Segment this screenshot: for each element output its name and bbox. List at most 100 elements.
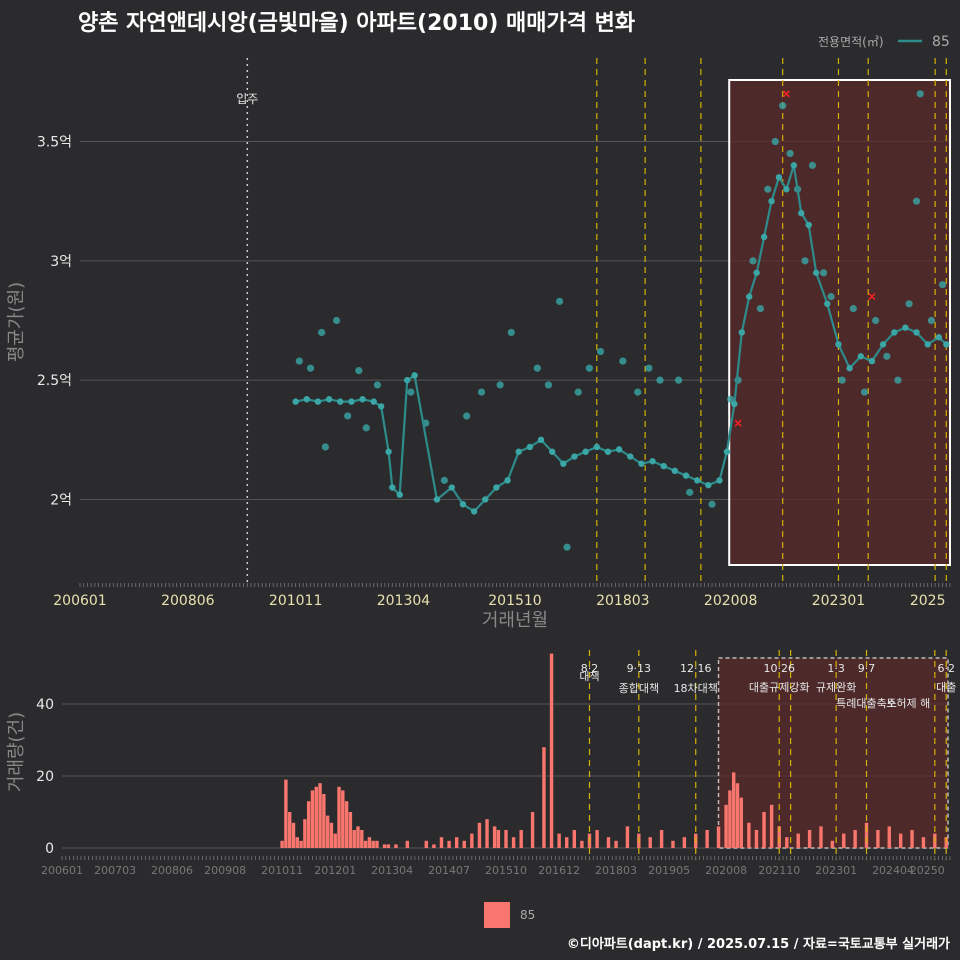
price-point (775, 174, 783, 181)
bottom-legend-swatch (484, 902, 510, 928)
volume-bar (371, 840, 375, 848)
volume-bar (735, 783, 740, 848)
x-tick-label: 201510 (488, 593, 541, 609)
x-tick-label: 202301 (812, 593, 865, 609)
scatter-point (872, 316, 880, 325)
price-point (604, 448, 612, 455)
volume-x-tick-label: 200806 (151, 864, 193, 877)
scatter-point (295, 357, 303, 365)
price-point (615, 446, 623, 453)
y-axis-title: 평균가(원) (6, 282, 27, 362)
scatter-point (708, 500, 716, 508)
scatter-point (619, 357, 627, 365)
policy-date-label: 6·2 (937, 662, 955, 675)
scatter-point (838, 376, 846, 384)
highlight-region (728, 79, 952, 566)
volume-bar (842, 833, 846, 848)
volume-bar (876, 830, 880, 848)
price-point (671, 467, 679, 475)
volume-y-tick-label: 20 (36, 769, 54, 785)
price-point (768, 197, 775, 205)
price-point (433, 496, 441, 503)
scatter-point (894, 376, 902, 384)
price-point (470, 508, 478, 515)
price-point (835, 341, 842, 348)
price-point (738, 329, 745, 336)
volume-bar (337, 786, 341, 848)
volume-bar (367, 837, 372, 848)
price-point (716, 477, 723, 484)
volume-bar (921, 837, 926, 848)
scatter-point (477, 388, 486, 396)
scatter-point (916, 90, 924, 98)
credit-text: ©디아파트(dapt.kr) / 2025.07.15 / 자료=국토교통부 실… (567, 936, 950, 952)
volume-bar (705, 830, 709, 848)
policy-text-label: 대출규제강화 (749, 681, 810, 694)
volume-bar (724, 804, 728, 848)
volume-bar (287, 812, 292, 848)
volume-bar (898, 833, 903, 848)
price-point (385, 448, 392, 455)
volume-bar (322, 794, 326, 848)
volume-bar (352, 830, 356, 848)
scatter-point (407, 388, 415, 396)
price-point (493, 484, 500, 491)
price-point (705, 481, 712, 489)
price-point (482, 496, 489, 503)
y-tick-label: 2.5억 (37, 373, 72, 389)
volume-bar (477, 822, 482, 848)
price-point (504, 477, 511, 484)
price-point (377, 403, 385, 410)
scatter-point (808, 161, 817, 169)
policy-date-label: 1·3 (827, 662, 845, 675)
price-point (746, 293, 753, 300)
volume-bar (819, 826, 823, 848)
volume-bar (424, 840, 429, 848)
x-tick-label: 2025 (910, 593, 946, 609)
volume-bar (485, 819, 489, 848)
scatter-point (344, 412, 352, 420)
volume-bar (542, 747, 546, 848)
price-point (389, 484, 396, 491)
volume-bar (747, 822, 751, 848)
volume-bar (572, 830, 577, 848)
policy-text-label: 종합대책 (619, 682, 659, 695)
move-in-label: 입주 (236, 92, 258, 106)
volume-bar (325, 815, 330, 848)
y-tick-label: 3억 (50, 254, 72, 270)
policy-date-label: 8·2 (581, 662, 599, 675)
price-point (537, 436, 545, 444)
volume-bar (910, 830, 914, 848)
volume-bar (830, 840, 835, 848)
volume-panel: 0 20 40 8·2대책 9·13 종합대책 12·16 18차대책 10·26 대출규제강화 1… (36, 650, 956, 877)
volume-bar (606, 837, 611, 848)
scatter-point (674, 376, 683, 384)
volume-x-tick-label: 201304 (371, 864, 413, 877)
volume-bar (284, 779, 288, 848)
volume-bar (492, 826, 497, 848)
scatter-point (574, 388, 582, 396)
price-point (790, 162, 798, 169)
volume-bar (318, 783, 322, 848)
volume-bar (310, 790, 315, 848)
x-tick-label: 200601 (53, 593, 106, 609)
scatter-point (373, 381, 382, 389)
volume-y-tick-label: 0 (45, 841, 54, 857)
volume-bar (853, 830, 857, 848)
x-axis-title: 거래년월 (482, 610, 548, 631)
volume-x-tick-label: 201510 (485, 864, 527, 877)
volume-bar (303, 819, 307, 848)
volume-bar (291, 822, 296, 848)
price-point (292, 398, 299, 405)
volume-bar (659, 830, 664, 848)
volume-bar (807, 830, 812, 848)
scatter-point (749, 257, 757, 265)
volume-bar (625, 826, 630, 848)
volume-bar (580, 840, 584, 848)
scatter-point (563, 543, 571, 551)
price-point (902, 324, 909, 331)
x-tick-label: 201304 (377, 593, 431, 609)
volume-bar (360, 830, 364, 848)
volume-bar (887, 826, 891, 848)
